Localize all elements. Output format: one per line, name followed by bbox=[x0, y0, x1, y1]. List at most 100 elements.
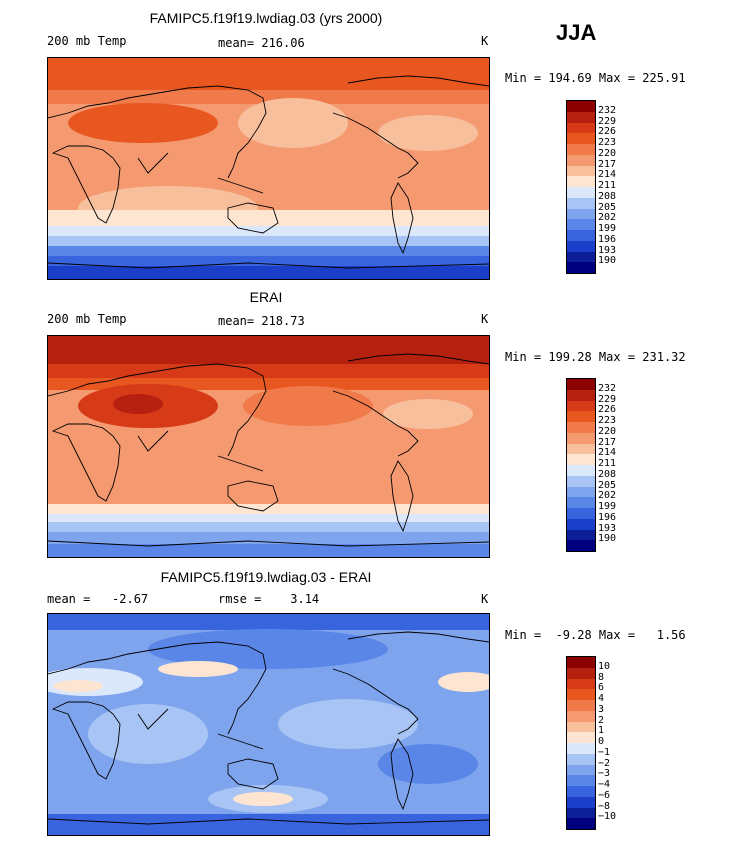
panel-1-mean-label: mean= 216.06 bbox=[218, 36, 305, 50]
colorbar-segment bbox=[567, 497, 595, 508]
colorbar-segment bbox=[567, 101, 595, 112]
colorbar-segment bbox=[567, 753, 595, 765]
colorbar-tick-label: 2 bbox=[598, 714, 605, 726]
colorbar-tick-label: 229 bbox=[598, 115, 617, 127]
panel-3-units: K bbox=[481, 592, 489, 606]
colorbar-tick-label: 217 bbox=[598, 436, 617, 448]
colorbar-tick-label: 232 bbox=[598, 104, 617, 116]
panel-2-range: Min = 199.28 Max = 231.32 bbox=[505, 350, 686, 364]
colorbar-tick-label: 217 bbox=[598, 158, 617, 170]
colorbar-tick-label: 220 bbox=[598, 425, 617, 437]
colorbar-segment bbox=[567, 486, 595, 498]
colorbar-tick-label: 211 bbox=[598, 180, 617, 191]
colorbar-segment bbox=[567, 508, 595, 519]
colorbar-segment bbox=[567, 240, 595, 252]
panel-2-map-canvas bbox=[48, 336, 489, 557]
colorbar-tick-label: 220 bbox=[598, 147, 617, 159]
colorbar-tick-label: 4 bbox=[598, 693, 605, 704]
colorbar-segment bbox=[567, 657, 595, 668]
colorbar-segment bbox=[567, 219, 595, 230]
panel-1-title: FAMIPC5.f19f19.lwdiag.03 (yrs 2000) bbox=[149, 10, 383, 26]
panel-2-map bbox=[47, 335, 490, 558]
colorbar-tick-label: 190 bbox=[598, 533, 617, 545]
colorbar-segment bbox=[567, 689, 595, 700]
panel-2-colorbar bbox=[566, 378, 596, 552]
colorbar-tick-label: 196 bbox=[598, 233, 617, 245]
colorbar-segment bbox=[567, 764, 595, 776]
season-label: JJA bbox=[556, 20, 597, 45]
colorbar-segment bbox=[567, 197, 595, 209]
colorbar-tick-label: 1 bbox=[598, 725, 605, 737]
colorbar-tick-label: 214 bbox=[598, 169, 617, 181]
colorbar-segment bbox=[567, 743, 595, 754]
colorbar-tick-label: −10 bbox=[598, 811, 617, 823]
panel-1-range: Min = 194.69 Max = 225.91 bbox=[505, 71, 686, 85]
colorbar-tick-label: 223 bbox=[598, 137, 617, 148]
colorbar-tick-label: 202 bbox=[598, 212, 617, 224]
colorbar-segment bbox=[567, 176, 595, 187]
panel-1-map bbox=[47, 57, 490, 280]
panel-1-variable-label: 200 mb Temp bbox=[47, 34, 127, 48]
colorbar-segment bbox=[567, 422, 595, 433]
panel-3-map bbox=[47, 613, 490, 836]
colorbar-tick-label: 202 bbox=[598, 490, 617, 502]
colorbar-segment bbox=[567, 540, 595, 551]
colorbar-tick-label: 223 bbox=[598, 415, 617, 426]
colorbar-segment bbox=[567, 262, 595, 273]
panel-3-mean-label: mean = -2.67 bbox=[47, 592, 149, 606]
colorbar-segment bbox=[567, 411, 595, 422]
colorbar-tick-label: 226 bbox=[598, 126, 617, 138]
panel-3-colorbar bbox=[566, 656, 596, 830]
colorbar-tick-label: 10 bbox=[598, 660, 611, 672]
panel-3-title: FAMIPC5.f19f19.lwdiag.03 - ERAI bbox=[160, 569, 372, 585]
colorbar-segment bbox=[567, 251, 595, 263]
colorbar-segment bbox=[567, 154, 595, 166]
colorbar-segment bbox=[567, 432, 595, 444]
colorbar-segment bbox=[567, 230, 595, 241]
colorbar-segment bbox=[567, 111, 595, 123]
colorbar-tick-label: 205 bbox=[598, 479, 617, 491]
colorbar-tick-label: 0 bbox=[598, 736, 605, 747]
panel-1-units: K bbox=[481, 34, 489, 48]
colorbar-tick-label: −3 bbox=[598, 768, 611, 780]
panel-2-mean-label: mean= 218.73 bbox=[218, 314, 305, 328]
colorbar-tick-label: 226 bbox=[598, 404, 617, 416]
colorbar-segment bbox=[567, 807, 595, 819]
colorbar-segment bbox=[567, 475, 595, 487]
colorbar-segment bbox=[567, 187, 595, 198]
panel-3-range: Min = -9.28 Max = 1.56 bbox=[505, 628, 686, 642]
colorbar-segment bbox=[567, 133, 595, 144]
panel-3-map-canvas bbox=[48, 614, 489, 835]
colorbar-segment bbox=[567, 732, 595, 743]
colorbar-tick-label: 208 bbox=[598, 468, 617, 480]
colorbar-tick-label: 211 bbox=[598, 458, 617, 469]
panel-3-rmse-label: rmse = 3.14 bbox=[218, 592, 320, 606]
colorbar-tick-label: 205 bbox=[598, 201, 617, 213]
colorbar-tick-label: 190 bbox=[598, 255, 617, 267]
colorbar-tick-label: −4 bbox=[598, 779, 611, 790]
panel-2-variable-label: 200 mb Temp bbox=[47, 312, 127, 326]
colorbar-segment bbox=[567, 818, 595, 829]
colorbar-segment bbox=[567, 721, 595, 733]
panel-1-colorbar bbox=[566, 100, 596, 274]
colorbar-tick-label: 199 bbox=[598, 223, 617, 234]
colorbar-segment bbox=[567, 667, 595, 679]
colorbar-tick-label: 196 bbox=[598, 511, 617, 523]
colorbar-segment bbox=[567, 710, 595, 722]
colorbar-tick-label: 193 bbox=[598, 522, 617, 534]
colorbar-tick-label: 193 bbox=[598, 244, 617, 256]
colorbar-segment bbox=[567, 786, 595, 797]
colorbar-tick-label: 214 bbox=[598, 447, 617, 459]
colorbar-segment bbox=[567, 775, 595, 786]
colorbar-segment bbox=[567, 144, 595, 155]
panel-2-units: K bbox=[481, 312, 489, 326]
panel-2-title: ERAI bbox=[249, 289, 283, 305]
colorbar-tick-label: 8 bbox=[598, 671, 605, 683]
colorbar-tick-label: 6 bbox=[598, 682, 605, 694]
colorbar-segment bbox=[567, 678, 595, 690]
colorbar-segment bbox=[567, 796, 595, 808]
colorbar-tick-label: −6 bbox=[598, 789, 611, 801]
colorbar-segment bbox=[567, 165, 595, 177]
colorbar-segment bbox=[567, 400, 595, 412]
colorbar-segment bbox=[567, 208, 595, 220]
